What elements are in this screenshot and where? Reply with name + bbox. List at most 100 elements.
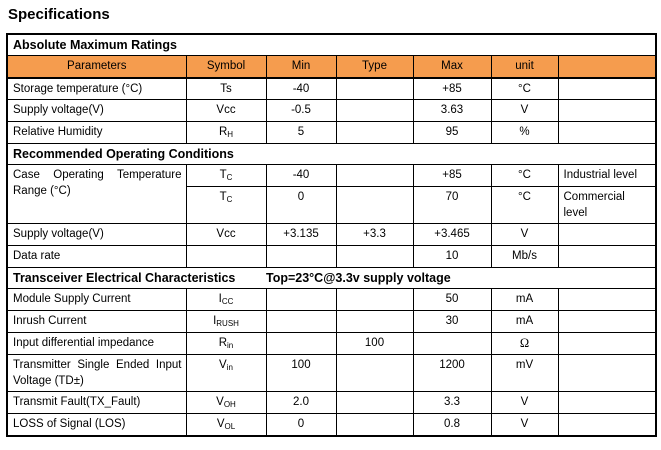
min-cell: -0.5 [265,99,337,122]
note-cell [557,413,657,436]
max-cell [412,332,492,355]
type-cell [335,310,414,333]
parameter-cell: LOSS of Signal (LOS) [6,413,187,436]
table-row: TC 0 70 °C Commercial level [7,186,657,224]
table-row: Module Supply Current ICC 50 mA [6,288,657,311]
note-cell [557,332,657,355]
note-cell [557,310,657,333]
note-cell [557,223,657,246]
column-header-symbol: Symbol [185,55,267,79]
symbol-base: T [219,169,227,181]
symbol-subscript: in [226,363,233,372]
type-cell [335,391,414,414]
symbol-subscript: C [226,173,233,182]
max-cell: +85 [412,77,492,100]
symbol-base: Ts [220,82,232,95]
table-row: Inrush Current IRUSH 30 mA [6,310,657,333]
symbol-cell: TC [185,164,267,187]
section-title-cell: Recommended Operating Conditions [6,143,657,165]
type-cell [335,121,414,144]
symbol-subscript: CC [221,297,234,306]
symbol-base: T [219,191,227,203]
parameter-cell: Inrush Current [6,310,187,333]
min-cell [265,310,337,333]
symbol-cell [185,245,267,268]
symbol-base: V [219,359,227,371]
section-title: Transceiver Electrical Characteristics [13,271,236,285]
table-row: Data rate 10 Mb/s [6,245,657,268]
page-title: Specifications [8,6,110,23]
max-cell: +85 [412,164,492,187]
note-cell: Industrial level [557,164,657,187]
parameter-cell: Supply voltage(V) [6,99,187,122]
max-cell: 3.63 [412,99,492,122]
column-header-unit: unit [490,55,559,79]
table-row: Relative Humidity RH 5 95% [6,121,657,144]
symbol-base: R [218,126,228,138]
min-cell: -40 [265,77,337,100]
symbol-subscript: C [226,195,233,204]
type-cell: +3.3 [335,223,414,246]
symbol-cell: Rin [185,332,267,355]
note-cell: Commercial level [557,186,657,224]
type-cell [335,99,414,122]
max-cell: 3.3 [412,391,492,414]
min-cell: -40 [265,164,337,187]
section-condition: Top=23°C@3.3v supply voltage [266,271,451,285]
parameter-cell: Case Operating Temperature Range (°C) [6,164,187,224]
symbol-base: I [218,293,222,305]
symbol-cell: Ts [185,77,267,100]
unit-cell: V [490,391,559,414]
unit-cell: °C [490,186,559,224]
spec-table-body: Absolute Maximum Ratings Parameters Symbol… [6,33,657,436]
symbol-base: V [216,418,225,430]
type-cell [335,354,414,392]
min-cell: 5 [265,121,337,144]
min-cell: 2.0 [265,391,337,414]
type-cell [335,288,414,311]
note-cell [557,99,657,122]
column-header-min: Min [265,55,337,79]
symbol-cell: VOL [185,413,267,436]
type-cell [335,77,414,100]
unit-cell: mA [490,288,559,311]
table-row: Storage temperature (°C) Ts -40 +85 °C [6,77,657,100]
parameter-cell: Module Supply Current [6,288,187,311]
parameter-cell: Data rate [6,245,187,268]
column-header-type: Type [335,55,414,79]
note-cell [557,354,657,392]
table-row: Supply voltage(V) Vcc +3.135 +3.3 +3.465 V [6,223,657,246]
note-cell [557,288,657,311]
note-cell [557,245,657,268]
type-cell [335,413,414,436]
unit-cell: V [490,223,559,246]
table-row: LOSS of Signal (LOS) VOL 0 0.8 V [6,413,657,436]
table-row: Supply voltage(V) Vcc -0.5 3.63 V [6,99,657,122]
type-cell [335,186,414,224]
max-cell: 30 [412,310,492,333]
symbol-subscript: H [227,130,234,139]
table-row: Transmit Fault(TX_Fault) VOH 2.0 3.3 V [6,391,657,414]
note-cell [557,121,657,144]
min-cell: 0 [265,186,337,224]
parameter-cell: Transmit Fault(TX_Fault) [6,391,187,414]
section-row: Recommended Operating Conditions [6,143,657,165]
min-cell [265,245,337,268]
max-cell: 10 [412,245,492,268]
symbol-subscript: OL [224,422,236,431]
section-title-cell: Transceiver Electrical Characteristics To… [6,267,657,289]
column-header-notes [557,55,657,79]
column-header-parameters: Parameters [6,55,187,79]
unit-cell: Ω [490,332,559,355]
parameter-cell: Transmitter Single Ended Input Voltage (… [6,354,187,392]
symbol-base: V [216,396,224,408]
column-header-max: Max [412,55,492,79]
symbol-cell: Vcc [185,223,267,246]
unit-cell: Mb/s [490,245,559,268]
parameter-cell: Supply voltage(V) [6,223,187,246]
note-cell [557,391,657,414]
note-cell [557,77,657,100]
unit-cell: mV [490,354,559,392]
type-cell [335,164,414,187]
parameter-cell: Relative Humidity [6,121,187,144]
